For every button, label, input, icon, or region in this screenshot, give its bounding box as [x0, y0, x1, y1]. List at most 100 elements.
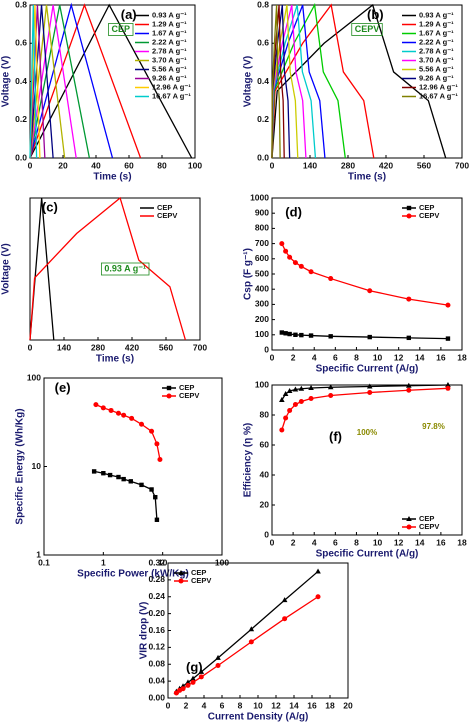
panel-label: (a) [121, 7, 137, 22]
marker [283, 331, 288, 336]
marker [121, 476, 126, 482]
marker [287, 331, 292, 337]
marker [149, 487, 154, 492]
y-tick-label: 0.0 [257, 152, 269, 162]
legend-label: CEPV [419, 211, 439, 220]
legend-label: 5.56 A g⁻¹ [152, 64, 187, 73]
y-tick-label: 600 [255, 253, 269, 263]
marker [287, 254, 293, 260]
marker [215, 663, 221, 669]
marker [308, 385, 314, 390]
x-tick-label: 100 [188, 160, 202, 170]
marker [139, 421, 145, 427]
marker [279, 241, 285, 247]
y-tick-label: 0.32 [148, 557, 165, 567]
series-line [271, 3, 447, 159]
x-tick-label: 18 [325, 700, 335, 710]
x-tick-label: 18 [457, 537, 467, 547]
panel-label: (d) [285, 205, 302, 220]
x-tick-label: 16 [436, 537, 446, 547]
legend-label: CEP [157, 203, 172, 212]
x-tick-label: 140 [57, 342, 71, 352]
marker [366, 383, 373, 389]
y-tick-label: 0.6 [15, 38, 27, 48]
marker [406, 524, 412, 530]
y-tick-label: 60 [260, 439, 270, 449]
marker [166, 385, 172, 391]
marker [406, 213, 412, 219]
y-tick-label: 0.2 [15, 114, 27, 124]
series-line [175, 596, 319, 694]
legend-label: 0.93 A g⁻¹ [419, 10, 454, 19]
x-tick-label: 6 [333, 537, 338, 547]
legend-label: 9.26 A g⁻¹ [152, 73, 187, 82]
series-line [29, 3, 193, 159]
x-tick-label: 6 [220, 700, 225, 710]
marker [139, 482, 144, 488]
y-tick-label: 10 [32, 461, 42, 471]
marker [406, 387, 412, 393]
legend-label: 1.29 A g⁻¹ [152, 19, 187, 28]
marker [279, 397, 285, 402]
marker [286, 388, 293, 393]
marker [166, 393, 172, 399]
x-tick-label: 10 [373, 352, 383, 362]
x-axis-label: Specific Current (A/g) [316, 364, 419, 375]
x-tick-label: 0.1 [38, 557, 50, 567]
legend-label: CEP [419, 514, 434, 523]
x-tick-label: 18 [457, 352, 467, 362]
y-tick-label: 0.16 [148, 625, 165, 635]
legend-label: 16.67 A g⁻¹ [152, 91, 191, 100]
marker [315, 594, 321, 600]
marker [445, 382, 451, 387]
x-tick-label: 80 [157, 160, 167, 170]
series-line [95, 404, 161, 460]
x-tick-label: 100 [215, 557, 229, 567]
y-axis-label: Efficiency (η %) [243, 423, 254, 497]
legend-label: 3.70 A g⁻¹ [419, 55, 454, 64]
series-line [271, 4, 281, 159]
annotation-box [100, 262, 150, 276]
y-tick-label: 900 [255, 207, 269, 217]
marker [298, 399, 304, 404]
marker [154, 441, 160, 447]
marker [153, 494, 158, 500]
x-tick-label: 14 [415, 352, 425, 362]
y-tick-label: 40 [260, 469, 270, 479]
series-line [281, 331, 448, 340]
x-tick-label: 280 [91, 342, 105, 352]
plot-frame [43, 377, 223, 556]
marker [298, 263, 304, 269]
marker [107, 472, 113, 478]
marker [116, 474, 121, 480]
x-tick-label: 10 [373, 537, 383, 547]
annotation: 100% [357, 428, 377, 437]
x-tick-label: 4 [202, 700, 207, 710]
y-tick-label: 0.2 [257, 114, 269, 124]
marker [406, 382, 412, 388]
x-tick-label: 0 [28, 160, 33, 170]
marker [121, 412, 127, 418]
marker [406, 205, 412, 211]
x-tick-label: 12 [394, 537, 404, 547]
marker [445, 336, 451, 341]
marker [178, 578, 184, 584]
marker [157, 456, 163, 462]
x-tick-label: 140 [303, 160, 317, 170]
marker [178, 570, 184, 575]
x-tick-label: 20 [58, 160, 68, 170]
series-line [29, 196, 187, 341]
marker [328, 334, 333, 339]
marker [293, 332, 298, 337]
marker [215, 654, 221, 660]
y-axis-label: Voltage (V) [1, 243, 12, 294]
marker [292, 260, 298, 266]
x-tick-label: 8 [354, 352, 359, 362]
legend-label: 1.67 A g⁻¹ [152, 28, 187, 37]
marker [406, 516, 412, 521]
series-line [29, 4, 46, 159]
marker [406, 296, 412, 302]
marker [190, 679, 196, 685]
marker [292, 386, 299, 392]
y-tick-label: 0.6 [257, 38, 269, 48]
